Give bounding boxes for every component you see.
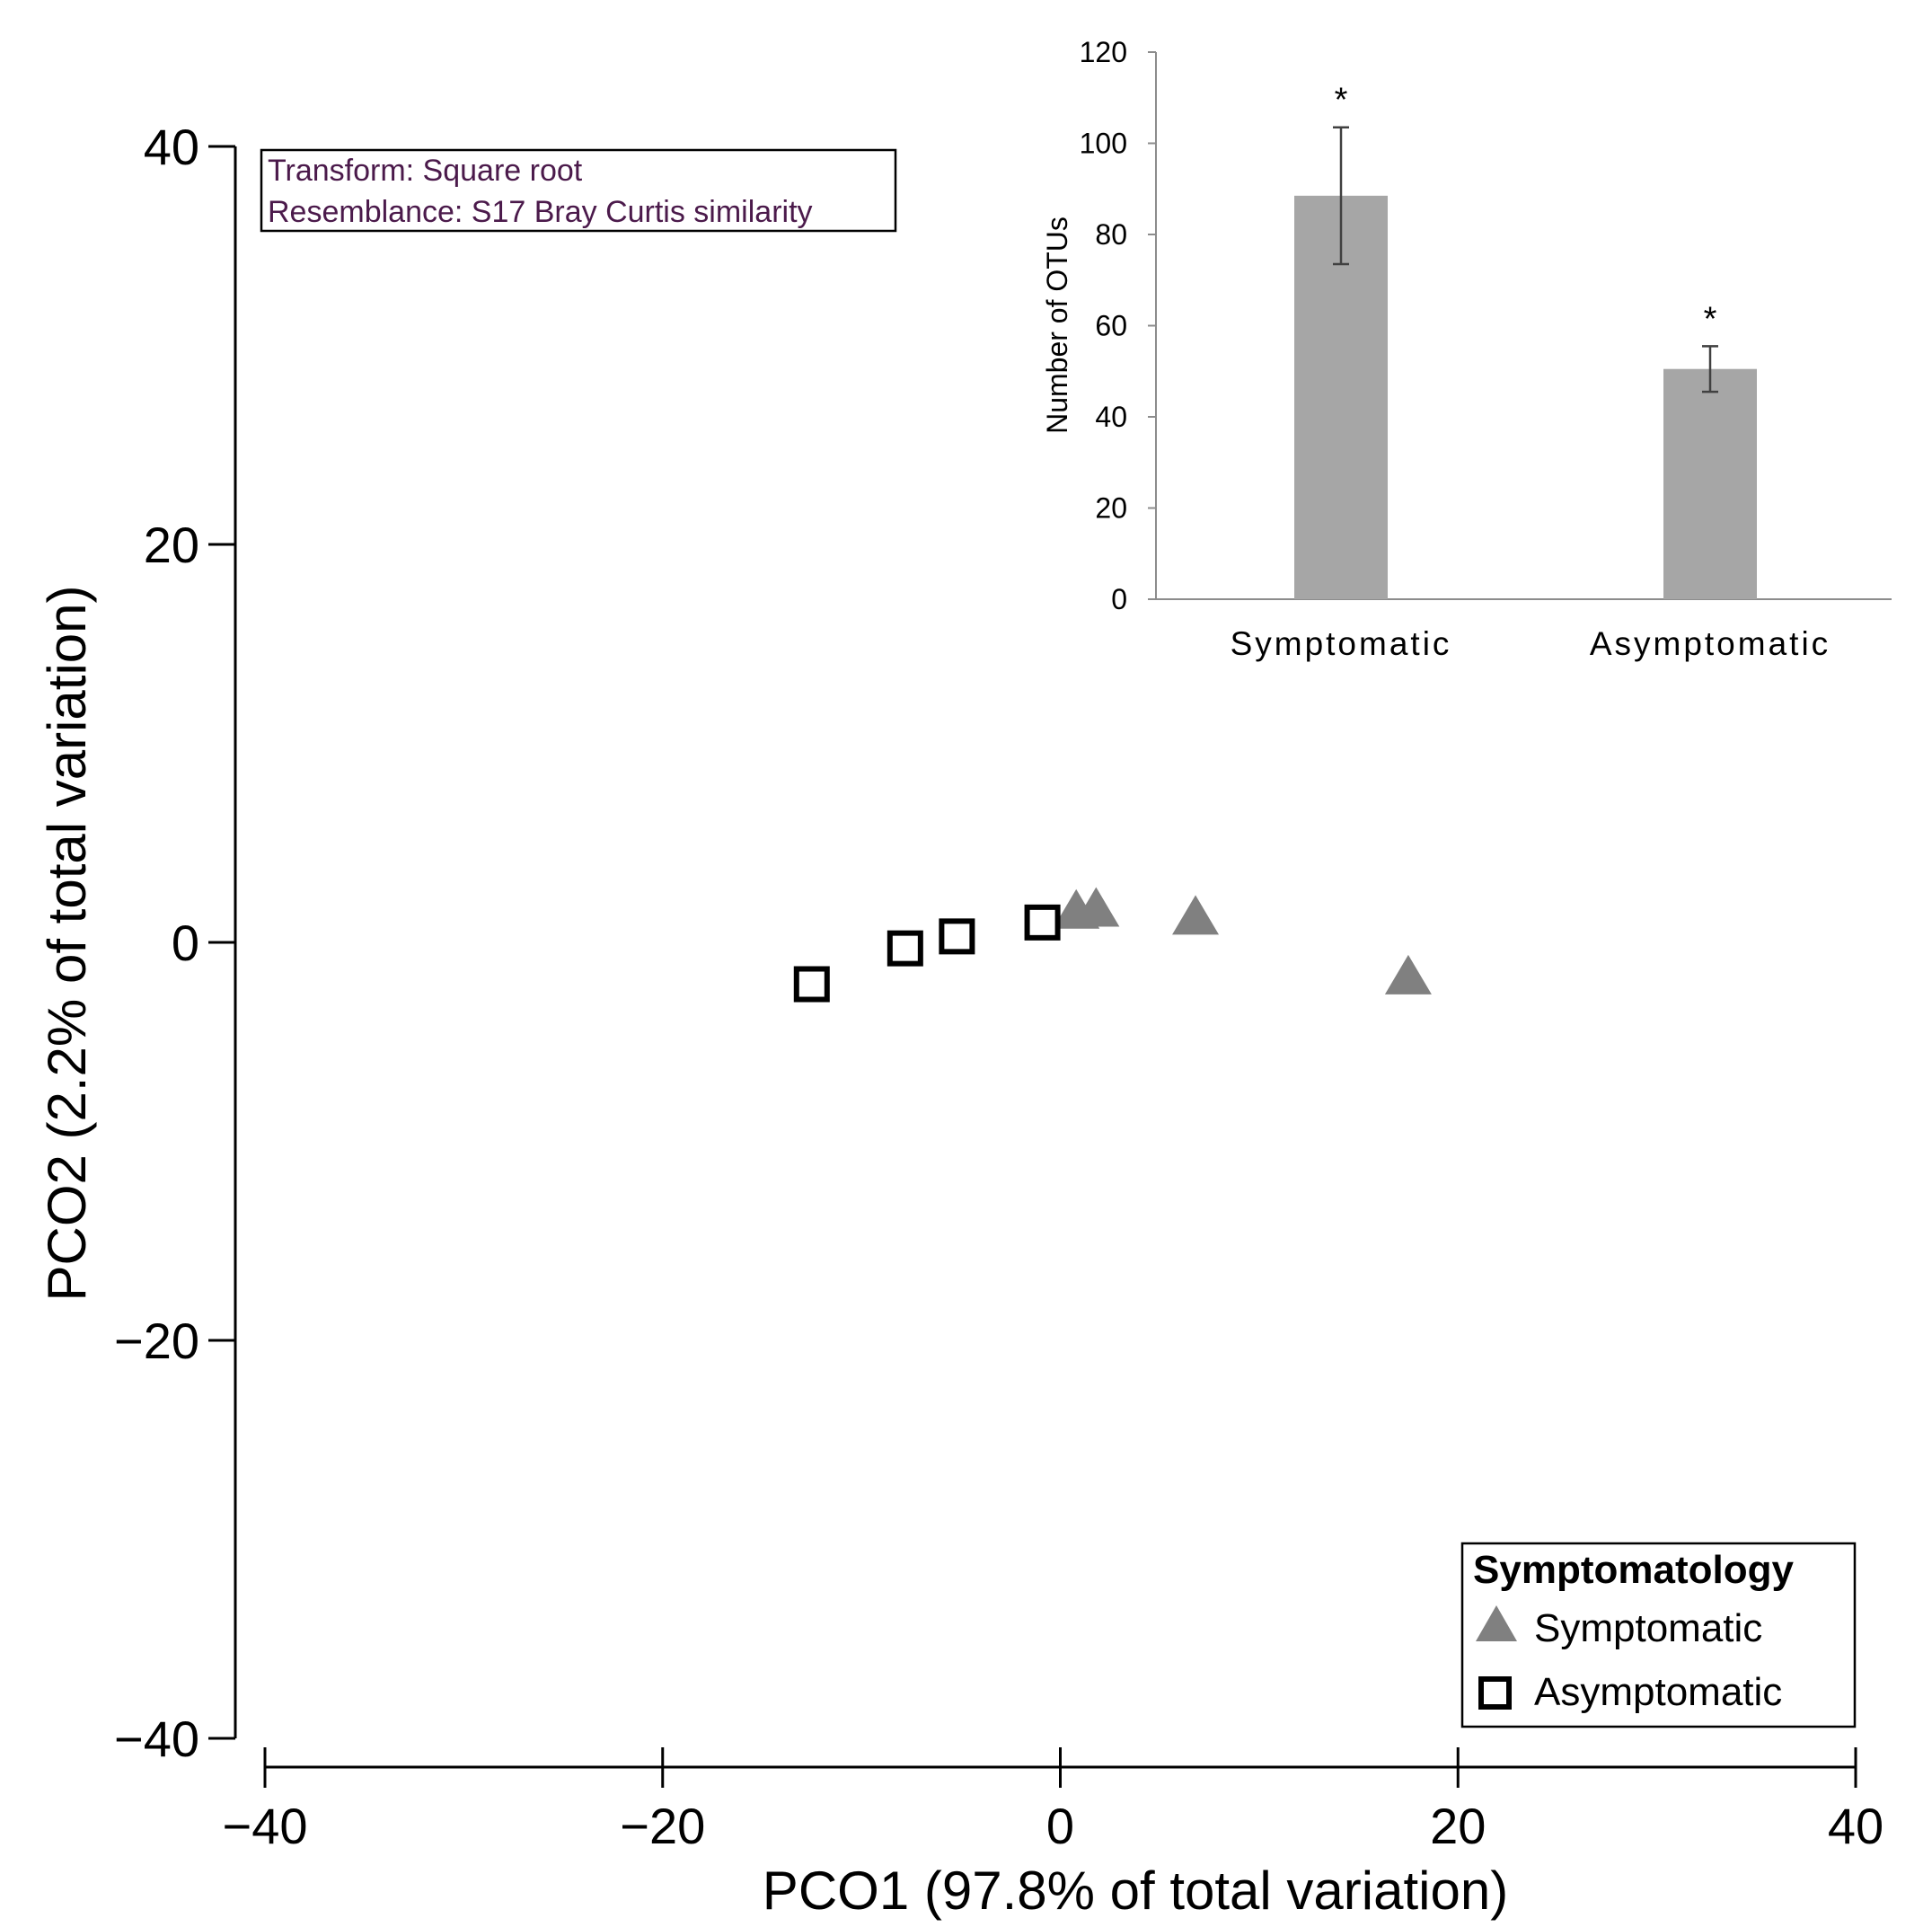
main-y-tick-label: 0 — [172, 915, 199, 971]
annotation-transform-text: Transform: Square root — [268, 154, 583, 188]
significance-star: * — [1704, 300, 1717, 338]
main-y-tick-label: −20 — [114, 1313, 199, 1369]
annotation-resemblance-text: Resemblance: S17 Bray Curtis similarity — [268, 195, 813, 229]
inset-y-ticks: 0 20 40 60 80 100 120 — [1080, 36, 1156, 615]
inset-category-label: Asymptomatic — [1590, 625, 1831, 662]
point-asymptomatic — [887, 930, 923, 967]
legend-title: Symptomatology — [1473, 1548, 1794, 1592]
inset-y-tick-label: 100 — [1080, 128, 1127, 160]
scatter-points — [793, 887, 1432, 1003]
legend-square-marker — [1478, 1676, 1512, 1710]
inset-y-axis-title: Number of OTUs — [1041, 217, 1073, 434]
main-x-axis-title: PCO1 (97.8% of total variation) — [763, 1861, 1508, 1921]
legend: Symptomatology Symptomatic Asymptomatic — [1460, 1542, 1857, 1728]
main-y-ticks: 40 20 0 −20 −40 — [114, 119, 235, 1767]
annotation-frame — [260, 148, 897, 233]
inset-y-tick-label: 80 — [1095, 218, 1127, 251]
inset-y-tick-label: 0 — [1111, 583, 1127, 615]
point-symptomatic — [1172, 895, 1220, 935]
legend-frame — [1460, 1542, 1857, 1728]
transform-annotation-box: Transform: Square root Resemblance: S17 … — [260, 148, 897, 233]
inset-bars: * Symptomatic * Asymptomatic — [1231, 82, 1831, 662]
main-x-tick-label: −20 — [620, 1798, 705, 1854]
point-asymptomatic — [939, 918, 975, 955]
main-x-tick-label: 0 — [1046, 1798, 1074, 1854]
main-y-tick-label: 20 — [144, 517, 199, 573]
legend-triangle-marker — [1476, 1605, 1517, 1641]
point-symptomatic — [1384, 954, 1432, 994]
main-y-axis-title: PCO2 (2.2% of total variation) — [37, 585, 97, 1301]
pco-scatter-plot: 40 20 0 −20 −40 −40 −20 0 20 40 PCO1 (97.8% of t… — [37, 119, 1883, 1921]
inset-y-tick-label: 60 — [1095, 310, 1127, 342]
point-asymptomatic — [1024, 904, 1061, 941]
otu-bar-chart-inset: 0 20 40 60 80 100 120 * Symptomatic * Asymptomati… — [1041, 36, 1892, 662]
significance-star: * — [1335, 82, 1348, 119]
inset-y-tick-label: 20 — [1095, 492, 1127, 525]
inset-y-tick-label: 40 — [1095, 401, 1127, 433]
main-y-tick-label: −40 — [114, 1710, 199, 1767]
point-symptomatic — [1072, 887, 1120, 927]
main-x-ticks: −40 −20 0 20 40 — [223, 1747, 1883, 1854]
inset-y-tick-label: 120 — [1080, 36, 1127, 68]
inset-bar-asymptomatic — [1663, 368, 1757, 599]
point-asymptomatic — [793, 966, 830, 1003]
inset-category-label: Symptomatic — [1231, 625, 1452, 662]
main-x-tick-label: 40 — [1828, 1798, 1883, 1854]
main-x-tick-label: 20 — [1430, 1798, 1486, 1854]
legend-entry-asymptomatic: Asymptomatic — [1534, 1670, 1782, 1714]
legend-entry-symptomatic: Symptomatic — [1534, 1606, 1762, 1650]
main-x-tick-label: −40 — [223, 1798, 308, 1854]
main-y-tick-label: 40 — [144, 119, 199, 175]
